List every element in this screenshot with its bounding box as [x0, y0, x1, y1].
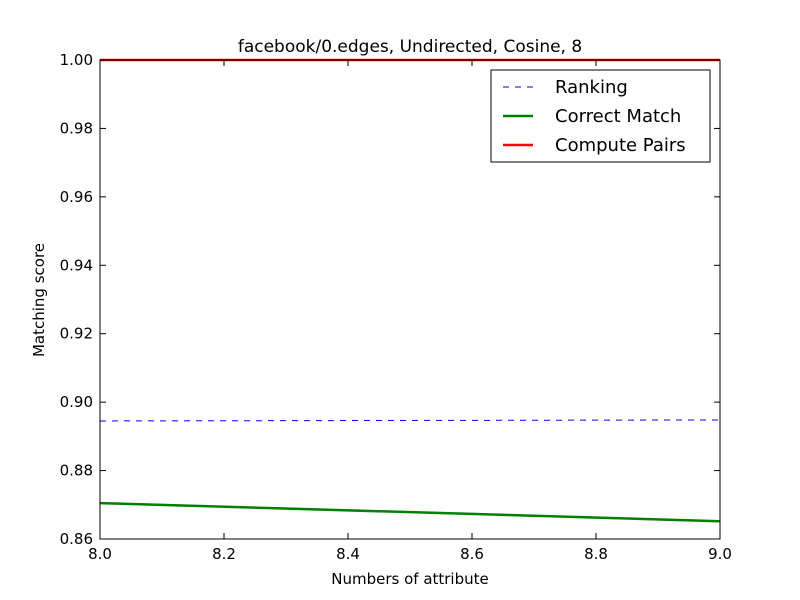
- x-tick-label: 9.0: [708, 545, 732, 563]
- y-axis-label: Matching score: [30, 243, 48, 357]
- legend-entries: Ranking Correct Match Compute Pairs: [503, 77, 686, 156]
- plot-frame: [99, 59, 721, 540]
- y-tick-label: 0.98: [60, 119, 93, 137]
- x-tick-label: 8.6: [460, 545, 484, 563]
- x-axis-label: Numbers of attribute: [331, 570, 489, 588]
- x-tick-label: 8.0: [88, 545, 112, 563]
- x-tick-label: 8.2: [212, 545, 236, 563]
- legend: Ranking Correct Match Compute Pairs: [490, 69, 711, 163]
- x-tick-label: 8.8: [584, 545, 608, 563]
- y-tick-label: 0.90: [60, 393, 93, 411]
- series-line-correct-match: [99, 501, 721, 523]
- y-tick-label: 1.00: [60, 51, 93, 69]
- y-tick-label: 0.96: [60, 188, 93, 206]
- x-tick-label: 8.4: [336, 545, 360, 563]
- y-tick-label: 0.94: [60, 256, 93, 274]
- legend-label: Correct Match: [555, 106, 681, 127]
- y-tick-label: 0.92: [60, 325, 93, 343]
- y-tick-label: 0.86: [60, 530, 93, 548]
- series-line-ranking: [99, 419, 721, 422]
- legend-label: Ranking: [555, 77, 628, 98]
- y-tick-label: 0.88: [60, 462, 93, 480]
- legend-label: Compute Pairs: [555, 135, 686, 156]
- ticks-layer: 8.0 8.2 8.4 8.6 8.8 9.0 0.86 0.88 0.90 0.92 0.94 0.…: [60, 51, 732, 563]
- chart-title: facebook/0.edges, Undirected, Cosine, 8: [238, 37, 582, 57]
